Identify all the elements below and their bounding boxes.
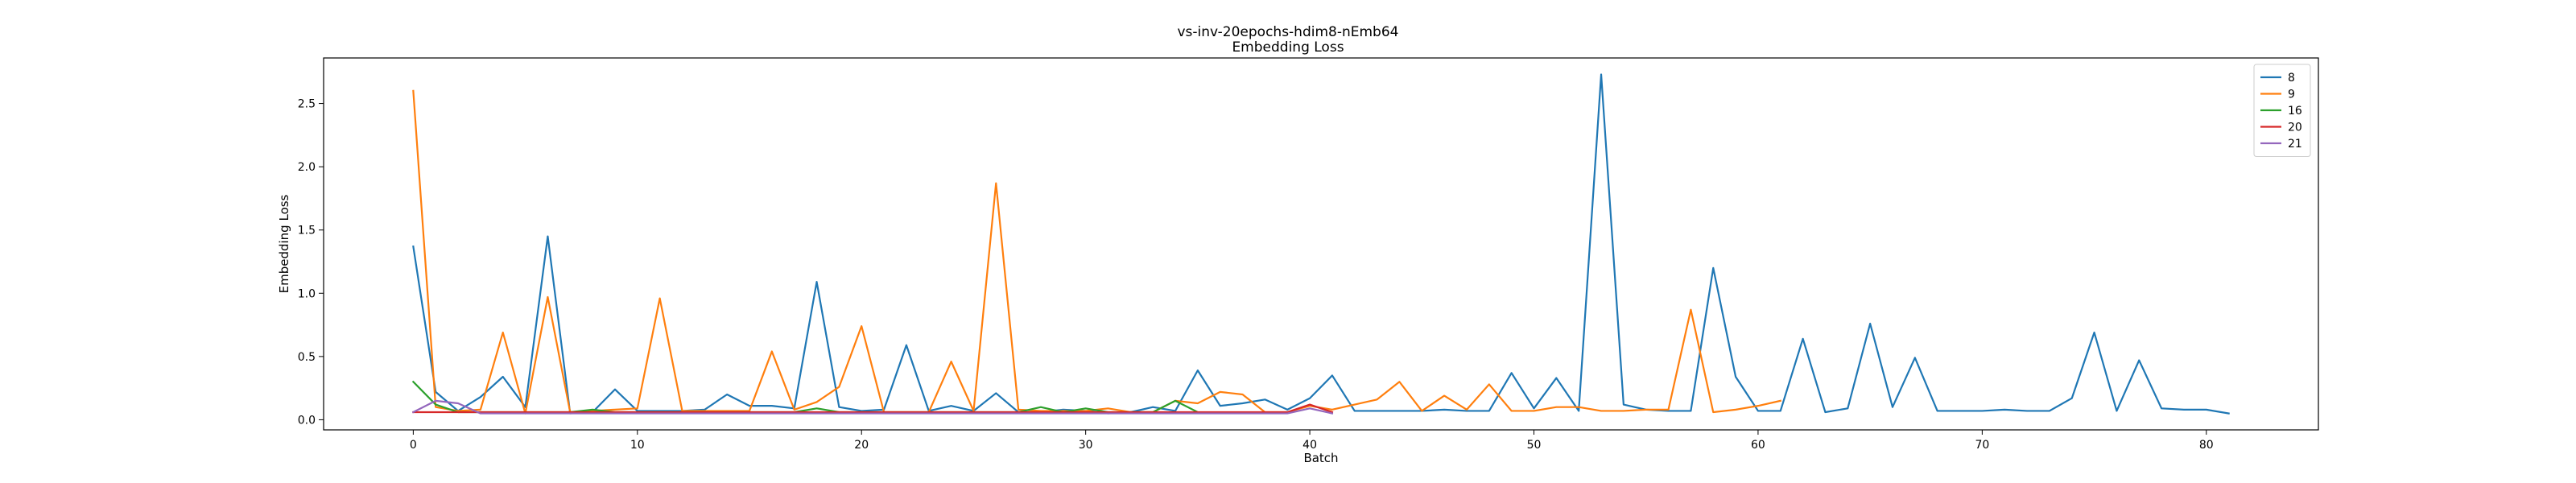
x-tick-label: 20 xyxy=(854,439,869,452)
y-tick-label: 1.0 xyxy=(298,287,316,300)
chart-title: vs-inv-20epochs-hdim8-nEmb64 xyxy=(1178,24,1399,40)
x-tick-label: 70 xyxy=(1975,439,1989,452)
legend-label-16: 16 xyxy=(2288,105,2302,118)
x-tick-label: 50 xyxy=(1527,439,1542,452)
series-line-8 xyxy=(412,73,2230,415)
x-tick-label: 80 xyxy=(2199,439,2214,452)
y-axis-label: Embedding Loss xyxy=(277,194,291,293)
legend: 8 9 16 20 21 xyxy=(2253,64,2311,157)
x-tick-label: 60 xyxy=(1751,439,1765,452)
chart-subtitle: Embedding Loss xyxy=(1232,39,1344,56)
y-tick-label: 2.5 xyxy=(298,98,316,111)
x-tick-label: 0 xyxy=(410,439,417,452)
series-line-20 xyxy=(412,403,1334,414)
series-line-9 xyxy=(412,89,1782,415)
y-tick-label: 2.0 xyxy=(298,161,316,174)
legend-label-8: 8 xyxy=(2288,72,2295,85)
x-tick-label: 30 xyxy=(1079,439,1093,452)
y-tick-label: 0.5 xyxy=(298,351,316,364)
y-tick-label: 1.5 xyxy=(298,225,316,237)
x-axis-label: Batch xyxy=(1303,451,1338,465)
legend-label-20: 20 xyxy=(2288,122,2302,134)
series-line-21 xyxy=(411,399,1334,415)
y-tick-label: 0.0 xyxy=(298,414,316,427)
axes-frame xyxy=(323,57,2319,431)
x-tick-label: 40 xyxy=(1302,439,1317,452)
legend-label-9: 9 xyxy=(2288,89,2295,101)
x-tick-label: 10 xyxy=(630,439,645,452)
ticks-layer: 0 10 20 30 40 50 60 70 80 0.0 0.5 1.0 1.5 2.0 2.5 xyxy=(298,98,2214,452)
legend-box xyxy=(2253,64,2311,157)
legend-label-21: 21 xyxy=(2288,138,2302,151)
series-layer xyxy=(411,73,2230,415)
